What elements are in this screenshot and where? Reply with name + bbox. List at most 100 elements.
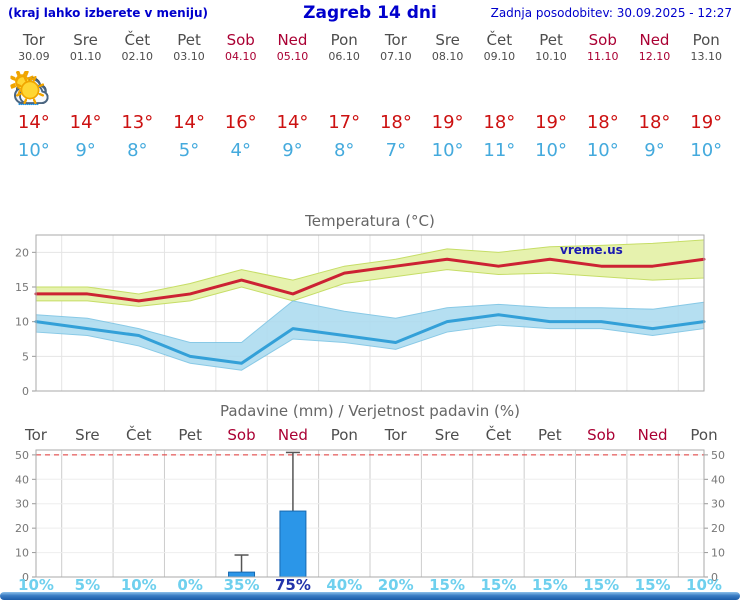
day-name: Sre	[435, 31, 460, 49]
max-temp: 14°	[69, 112, 102, 133]
day-name: Ned	[639, 31, 670, 49]
day-column: Sob 11.10 18° 10°	[16, 31, 629, 161]
day-name: Sob	[226, 31, 255, 49]
day-column: Čet 09.10 18° 11°	[16, 31, 525, 161]
precip-ytick-left: 20	[15, 522, 29, 535]
precip-probability: 35%	[224, 576, 260, 592]
precip-ytick-right: 30	[711, 498, 725, 511]
precip-day-label: Pon	[690, 426, 717, 444]
precip-bar	[279, 510, 307, 578]
precip-day-label: Tor	[384, 426, 408, 444]
min-temp: 9°	[75, 140, 96, 161]
sunny-icon	[16, 71, 525, 109]
min-temp: 9°	[282, 140, 303, 161]
min-temp: 11°	[483, 140, 516, 161]
precip-probability: 5%	[75, 576, 100, 592]
precip-probability: 15%	[429, 576, 465, 592]
day-name: Ned	[277, 31, 308, 49]
max-temp: 14°	[276, 112, 309, 133]
precip-day-label: Čet	[126, 425, 152, 444]
day-date: 12.10	[638, 50, 671, 63]
max-temp: 14°	[173, 112, 205, 133]
min-temp: 5°	[178, 140, 200, 161]
day-date: 13.10	[690, 50, 722, 63]
day-column: Tor 07.10 18° 7°	[10, 31, 422, 161]
max-temp-line	[34, 257, 706, 303]
precip-probability: 75%	[275, 576, 311, 592]
precipitation-chart-title: Padavine (mm) / Verjetnost padavin (%)	[220, 402, 520, 420]
partly-cloudy-icon	[10, 71, 163, 109]
day-name: Tor	[384, 31, 407, 49]
max-temp: 17°	[328, 112, 361, 133]
sunny-icon	[16, 71, 215, 109]
min-temp: 10°	[431, 140, 464, 161]
sunny-icon	[16, 71, 681, 109]
cloudy-icon	[10, 71, 370, 109]
forecast-strip: Tor 30.09 14° 10° Sre 01.10 14° 9° Čet 02.10 13° 8°…	[8, 31, 732, 161]
precip-ytick-right: 50	[711, 449, 725, 462]
precip-probability: 15%	[481, 576, 517, 592]
heavy-rain-icon	[16, 71, 267, 109]
precip-ytick-left: 0	[22, 571, 29, 584]
temp-ytick-label: 0	[22, 385, 29, 398]
temp-ytick-label: 20	[15, 246, 29, 259]
precip-probability: 10%	[686, 576, 722, 592]
precipitation-chart: Tor Sre Čet Pet Sob Ned Pon Tor Sre Čet Pet Sob Ned P…	[15, 425, 725, 592]
max-temp: 13°	[121, 112, 154, 133]
day-name: Pet	[539, 31, 563, 49]
day-date: 09.10	[483, 50, 516, 63]
precip-ytick-right: 40	[711, 473, 725, 486]
precip-day-label: Pet	[538, 426, 562, 444]
precip-ytick-right: 20	[711, 522, 725, 535]
day-date: 07.10	[380, 50, 412, 63]
day-name: Tor	[22, 31, 45, 49]
location-menu-hint: (kraj lahko izberete v meniju)	[8, 6, 208, 20]
day-date: 08.10	[431, 50, 464, 63]
day-name: Čet	[124, 31, 151, 49]
day-date: 02.10	[121, 50, 154, 63]
min-temp: 8°	[333, 140, 355, 161]
precip-day-label: Tor	[24, 426, 48, 444]
sunny-icon	[16, 71, 629, 109]
day-name: Pon	[692, 31, 720, 49]
precip-probability: 40%	[326, 576, 362, 592]
day-date: 01.10	[69, 50, 102, 63]
temperature-chart-title: Temperatura (°C)	[305, 212, 435, 230]
precip-ytick-left: 30	[15, 498, 29, 511]
max-temp: 19°	[535, 112, 567, 133]
precip-day-label: Sre	[435, 426, 460, 444]
day-name: Sob	[588, 31, 617, 49]
precip-probability: 0%	[177, 576, 202, 592]
min-temp: 10°	[586, 140, 619, 161]
day-name: Pet	[177, 31, 201, 49]
partly-cloudy-icon	[10, 71, 112, 109]
min-temp-line	[34, 313, 706, 365]
precip-day-label: Pon	[331, 426, 358, 444]
precip-ytick-right: 0	[711, 571, 718, 584]
precip-ytick-left: 40	[15, 473, 29, 486]
max-temp: 18°	[638, 112, 671, 133]
day-column: Pon 06.10 17° 8°	[10, 31, 370, 161]
partly-cloudy-icon	[10, 71, 422, 109]
precip-day-label: Čet	[486, 425, 512, 444]
precip-day-label: Sob	[227, 426, 255, 444]
max-temp: 19°	[431, 112, 464, 133]
day-name: Čet	[486, 31, 513, 49]
precip-day-label: Sob	[587, 426, 615, 444]
precip-probability: 10%	[18, 576, 54, 592]
day-column: Sre 01.10 14° 9°	[10, 31, 112, 161]
precip-probability: 20%	[378, 576, 414, 592]
precip-ytick-right: 10	[711, 547, 725, 560]
day-date: 06.10	[328, 50, 360, 63]
day-column: Ned 05.10 14° 9°	[10, 31, 319, 161]
day-column: Pon 13.10 19° 10°	[16, 31, 732, 161]
min-temp: 10°	[17, 140, 50, 161]
day-date: 10.10	[535, 50, 567, 63]
max-temp: 18°	[379, 112, 412, 133]
sunny-icon	[16, 71, 474, 109]
day-date: 05.10	[276, 50, 309, 63]
horizontal-scrollbar[interactable]	[0, 592, 740, 600]
day-column: Ned 12.10 18° 9°	[16, 31, 681, 161]
day-name: Sre	[73, 31, 98, 49]
